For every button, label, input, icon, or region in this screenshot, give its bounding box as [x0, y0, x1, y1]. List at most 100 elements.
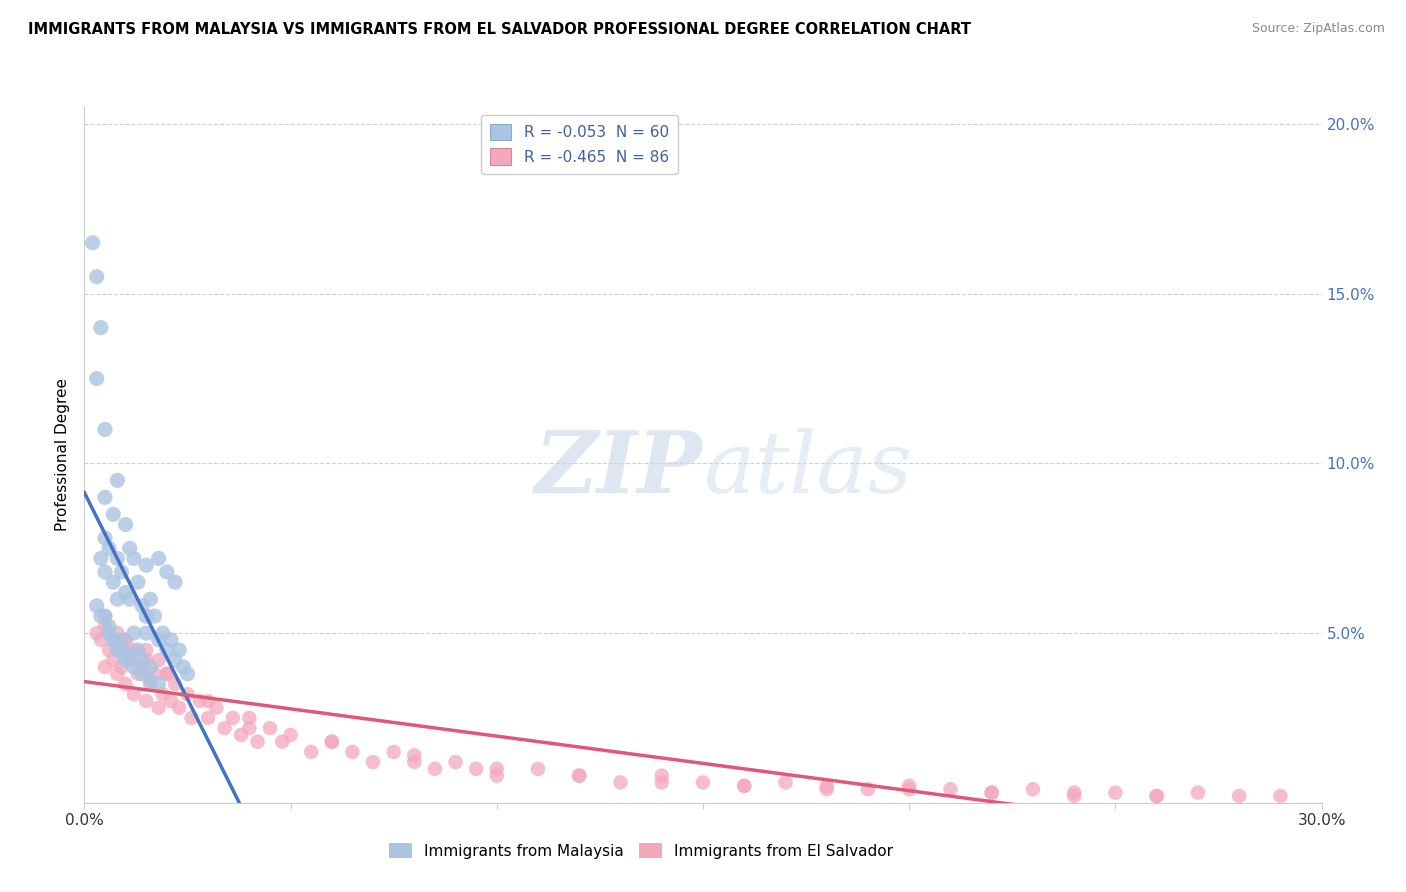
Point	[110, 565, 132, 579]
Point	[114, 647, 136, 661]
Point	[775, 775, 797, 789]
Point	[980, 786, 1002, 800]
Point	[152, 626, 174, 640]
Point	[105, 666, 128, 681]
Point	[1063, 789, 1085, 803]
Point	[176, 666, 198, 681]
Point	[568, 769, 591, 783]
Point	[148, 632, 170, 647]
Point	[122, 643, 145, 657]
Point	[103, 632, 125, 647]
Point	[160, 632, 183, 647]
Point	[1146, 789, 1168, 803]
Point	[114, 585, 136, 599]
Point	[152, 687, 174, 701]
Point	[197, 694, 219, 708]
Point	[94, 422, 117, 436]
Point	[135, 609, 157, 624]
Point	[1063, 786, 1085, 800]
Point	[103, 632, 125, 647]
Point	[114, 517, 136, 532]
Point	[90, 551, 112, 566]
Point	[156, 666, 179, 681]
Point	[271, 735, 294, 749]
Point	[122, 551, 145, 566]
Point	[321, 735, 343, 749]
Point	[733, 779, 755, 793]
Point	[105, 643, 128, 657]
Text: ZIP: ZIP	[536, 427, 703, 510]
Point	[105, 551, 128, 566]
Point	[188, 694, 211, 708]
Point	[122, 626, 145, 640]
Point	[94, 531, 117, 545]
Point	[148, 551, 170, 566]
Point	[165, 677, 187, 691]
Point	[222, 711, 245, 725]
Point	[114, 653, 136, 667]
Point	[98, 626, 121, 640]
Text: IMMIGRANTS FROM MALAYSIA VS IMMIGRANTS FROM EL SALVADOR PROFESSIONAL DEGREE CORR: IMMIGRANTS FROM MALAYSIA VS IMMIGRANTS F…	[28, 22, 972, 37]
Point	[465, 762, 488, 776]
Point	[118, 541, 141, 556]
Point	[214, 721, 236, 735]
Point	[1187, 786, 1209, 800]
Point	[118, 653, 141, 667]
Point	[1022, 782, 1045, 797]
Point	[148, 677, 170, 691]
Point	[98, 619, 121, 633]
Point	[1146, 789, 1168, 803]
Point	[1104, 786, 1126, 800]
Point	[229, 728, 252, 742]
Point	[139, 677, 162, 691]
Point	[139, 673, 162, 688]
Point	[651, 775, 673, 789]
Point	[143, 666, 166, 681]
Point	[156, 643, 179, 657]
Point	[259, 721, 281, 735]
Point	[135, 694, 157, 708]
Point	[143, 609, 166, 624]
Point	[105, 474, 128, 488]
Point	[404, 755, 426, 769]
Point	[246, 735, 269, 749]
Point	[110, 632, 132, 647]
Point	[110, 660, 132, 674]
Point	[238, 721, 260, 735]
Point	[238, 711, 260, 725]
Point	[299, 745, 322, 759]
Point	[94, 565, 117, 579]
Point	[122, 687, 145, 701]
Point	[135, 558, 157, 573]
Point	[939, 782, 962, 797]
Point	[160, 694, 183, 708]
Point	[148, 653, 170, 667]
Point	[156, 666, 179, 681]
Point	[139, 592, 162, 607]
Point	[898, 782, 921, 797]
Point	[423, 762, 446, 776]
Point	[127, 575, 149, 590]
Point	[135, 626, 157, 640]
Point	[361, 755, 384, 769]
Point	[609, 775, 631, 789]
Point	[94, 660, 117, 674]
Point	[105, 626, 128, 640]
Point	[342, 745, 364, 759]
Point	[122, 660, 145, 674]
Point	[980, 786, 1002, 800]
Point	[156, 565, 179, 579]
Point	[110, 643, 132, 657]
Point	[90, 320, 112, 334]
Point	[103, 575, 125, 590]
Point	[167, 700, 190, 714]
Point	[1270, 789, 1292, 803]
Point	[404, 748, 426, 763]
Point	[86, 626, 108, 640]
Point	[280, 728, 302, 742]
Point	[127, 643, 149, 657]
Point	[114, 677, 136, 691]
Point	[86, 599, 108, 613]
Point	[148, 700, 170, 714]
Point	[135, 653, 157, 667]
